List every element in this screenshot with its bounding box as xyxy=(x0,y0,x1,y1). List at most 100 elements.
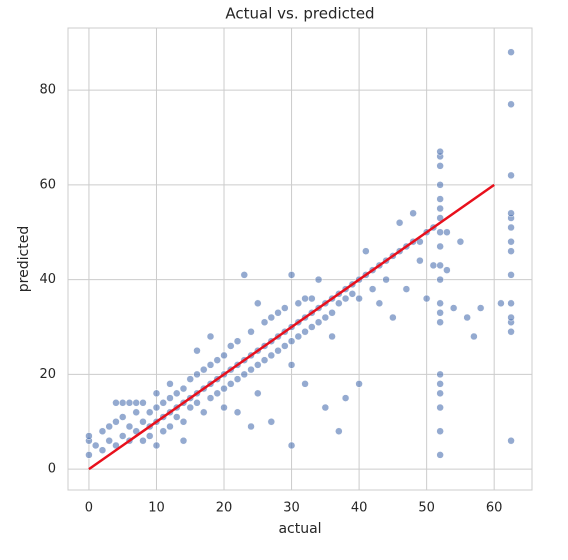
point xyxy=(507,223,515,232)
point xyxy=(152,403,161,412)
point xyxy=(125,422,134,431)
point xyxy=(470,332,478,341)
point xyxy=(247,422,255,431)
point xyxy=(98,446,107,454)
point xyxy=(436,370,444,379)
point xyxy=(443,228,451,236)
point xyxy=(341,294,350,303)
point xyxy=(436,389,444,398)
point xyxy=(507,313,515,322)
point xyxy=(321,313,330,322)
point xyxy=(429,261,438,270)
point xyxy=(287,441,296,450)
point xyxy=(85,451,93,459)
point xyxy=(281,304,289,312)
point xyxy=(193,370,201,379)
point xyxy=(443,266,451,274)
point xyxy=(172,413,181,421)
point xyxy=(179,418,188,426)
point xyxy=(335,299,343,308)
point xyxy=(193,346,201,355)
point xyxy=(227,380,235,388)
reference-line xyxy=(88,183,495,471)
point xyxy=(389,313,397,322)
point xyxy=(152,389,161,398)
point xyxy=(186,403,194,412)
point xyxy=(402,285,411,293)
point xyxy=(436,261,444,270)
point xyxy=(152,441,161,450)
point xyxy=(267,418,276,426)
point xyxy=(213,356,222,364)
point xyxy=(507,247,515,255)
x-tick-label: 20 xyxy=(216,501,233,516)
point xyxy=(463,313,471,322)
x-axis-label: actual xyxy=(278,521,321,537)
point xyxy=(507,327,515,336)
point xyxy=(145,408,154,417)
chart-title: Actual vs. predicted xyxy=(225,5,374,23)
point xyxy=(294,332,303,341)
point xyxy=(274,346,282,355)
y-tick-label: 80 xyxy=(39,83,56,98)
point xyxy=(85,432,93,440)
point xyxy=(436,242,444,251)
point xyxy=(132,408,140,417)
point xyxy=(186,375,194,383)
point xyxy=(422,294,431,303)
point xyxy=(179,384,188,393)
point xyxy=(507,209,515,218)
y-tick-label: 60 xyxy=(39,177,56,192)
point xyxy=(281,342,289,350)
point xyxy=(166,380,174,388)
point xyxy=(301,380,309,388)
point xyxy=(294,299,303,308)
point xyxy=(375,299,384,308)
point xyxy=(507,171,515,180)
point xyxy=(507,48,515,56)
point xyxy=(112,418,120,426)
point xyxy=(213,389,222,398)
point xyxy=(166,422,174,431)
point xyxy=(247,327,255,336)
point xyxy=(159,427,167,435)
point xyxy=(233,408,242,417)
point xyxy=(274,309,282,317)
point xyxy=(476,304,485,312)
point xyxy=(436,299,444,308)
y-tick-label: 20 xyxy=(39,367,56,382)
point xyxy=(301,327,309,336)
point xyxy=(220,351,228,360)
point xyxy=(335,427,343,435)
point xyxy=(314,318,323,327)
point xyxy=(507,237,515,246)
point xyxy=(436,451,444,459)
x-tick-label: 60 xyxy=(486,501,503,516)
point xyxy=(254,361,262,369)
point xyxy=(118,413,127,421)
point xyxy=(308,294,316,303)
point xyxy=(159,399,167,407)
point xyxy=(355,380,363,388)
point xyxy=(206,332,215,341)
x-tick-label: 50 xyxy=(418,501,435,516)
point xyxy=(220,384,228,393)
point xyxy=(436,380,444,388)
point xyxy=(172,389,181,398)
point xyxy=(132,399,140,407)
y-axis-label: predicted xyxy=(16,226,32,292)
point xyxy=(287,337,296,345)
point xyxy=(328,332,336,341)
point xyxy=(328,309,336,317)
point xyxy=(341,394,350,402)
point xyxy=(301,294,309,303)
point xyxy=(321,403,330,412)
x-tick-label: 0 xyxy=(85,501,93,516)
y-tick-label: 40 xyxy=(39,272,56,287)
point xyxy=(436,181,444,189)
point xyxy=(507,299,515,308)
point xyxy=(240,271,249,279)
point xyxy=(139,399,147,407)
point xyxy=(247,365,255,374)
